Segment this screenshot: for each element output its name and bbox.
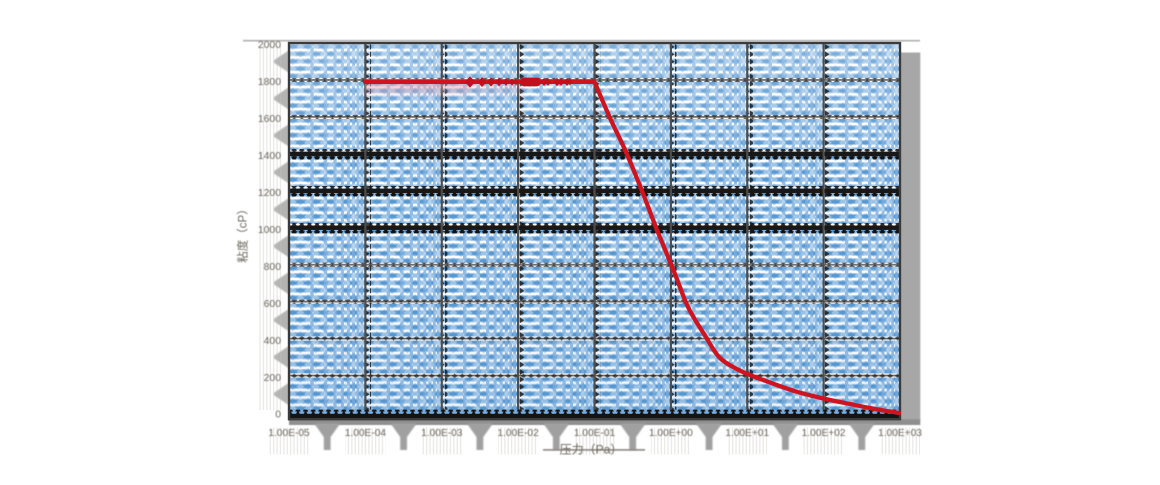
- svg-text:1.00E+03: 1.00E+03: [878, 428, 922, 439]
- svg-text:1.00E-05: 1.00E-05: [268, 428, 310, 439]
- svg-text:1.00E-03: 1.00E-03: [421, 428, 463, 439]
- svg-text:1600: 1600: [258, 114, 281, 125]
- svg-text:1400: 1400: [258, 151, 281, 162]
- svg-text:1.00E+02: 1.00E+02: [802, 428, 846, 439]
- svg-text:1.00E-02: 1.00E-02: [497, 428, 539, 439]
- svg-text:1.00E-04: 1.00E-04: [345, 428, 387, 439]
- svg-text:1.00E+01: 1.00E+01: [725, 428, 769, 439]
- svg-text:2000: 2000: [258, 40, 281, 51]
- svg-text:800: 800: [264, 262, 282, 273]
- svg-text:1000: 1000: [258, 225, 281, 236]
- svg-text:1200: 1200: [258, 188, 281, 199]
- svg-text:600: 600: [264, 299, 282, 310]
- svg-text:粘度（cP）: 粘度（cP）: [236, 203, 250, 262]
- svg-text:1.00E+00: 1.00E+00: [649, 428, 693, 439]
- svg-text:1.00E-01: 1.00E-01: [574, 428, 616, 439]
- svg-text:压力（Pa）: 压力（Pa）: [560, 443, 623, 457]
- svg-text:200: 200: [264, 373, 282, 384]
- svg-text:1800: 1800: [258, 77, 281, 88]
- svg-text:400: 400: [264, 336, 282, 347]
- svg-text:0: 0: [275, 410, 281, 421]
